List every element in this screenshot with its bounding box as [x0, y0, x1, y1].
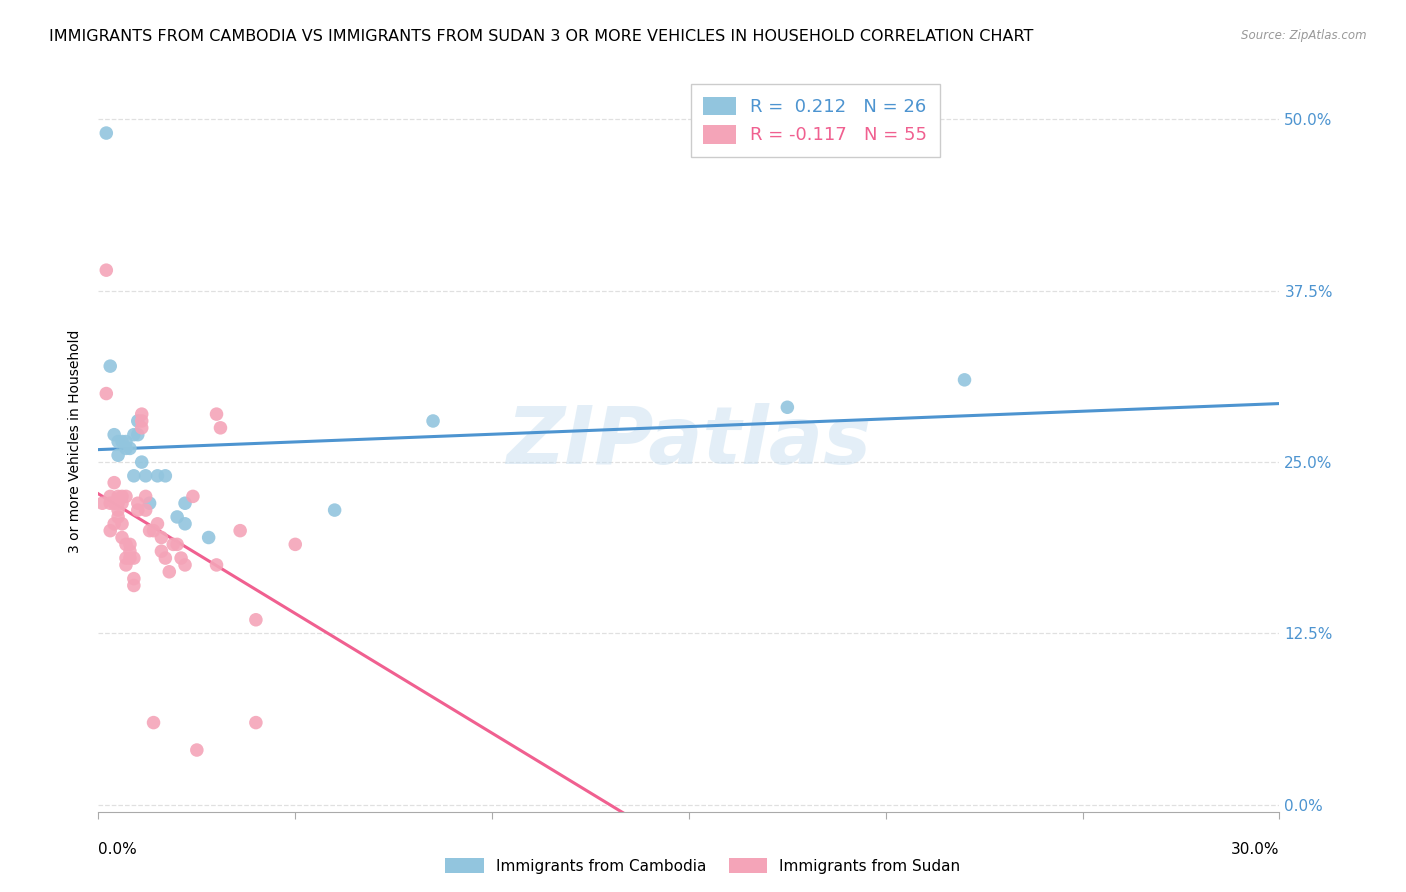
Point [118, 551, 141, 566]
Text: 0.0%: 0.0% [98, 842, 138, 857]
Point [284, 537, 307, 551]
Point [953, 373, 976, 387]
Point [146, 516, 169, 531]
Point [107, 503, 129, 517]
Text: IMMIGRANTS FROM CAMBODIA VS IMMIGRANTS FROM SUDAN 3 OR MORE VEHICLES IN HOUSEHOL: IMMIGRANTS FROM CAMBODIA VS IMMIGRANTS F… [49, 29, 1033, 44]
Point [103, 516, 125, 531]
Point [115, 558, 138, 572]
Y-axis label: 3 or more Vehicles in Household: 3 or more Vehicles in Household [69, 330, 83, 553]
Point [323, 503, 346, 517]
Text: Source: ZipAtlas.com: Source: ZipAtlas.com [1241, 29, 1367, 42]
Point [103, 496, 125, 510]
Point [142, 524, 165, 538]
Point [115, 442, 138, 456]
Point [122, 427, 145, 442]
Point [245, 613, 267, 627]
Point [131, 414, 153, 428]
Point [107, 496, 129, 510]
Point [107, 448, 129, 462]
Point [135, 489, 157, 503]
Point [98, 496, 121, 510]
Point [174, 496, 197, 510]
Point [98, 359, 121, 373]
Point [127, 427, 149, 442]
Text: ZIPatlas: ZIPatlas [506, 402, 872, 481]
Point [107, 434, 129, 449]
Point [142, 715, 165, 730]
Point [131, 421, 153, 435]
Point [245, 715, 267, 730]
Point [111, 531, 134, 545]
Point [127, 496, 149, 510]
Point [155, 551, 177, 566]
Point [96, 386, 118, 401]
Point [166, 537, 188, 551]
Point [166, 510, 188, 524]
Point [135, 503, 157, 517]
Point [107, 489, 129, 503]
Point [118, 442, 141, 456]
Point [111, 516, 134, 531]
Point [91, 496, 114, 510]
Point [131, 455, 153, 469]
Point [111, 489, 134, 503]
Point [197, 531, 219, 545]
Point [138, 524, 160, 538]
Point [103, 475, 125, 490]
Point [186, 743, 208, 757]
Point [205, 558, 228, 572]
Point [122, 468, 145, 483]
Point [118, 544, 141, 558]
Point [162, 537, 184, 551]
Point [122, 578, 145, 592]
Point [146, 468, 169, 483]
Point [111, 496, 134, 510]
Legend: Immigrants from Cambodia, Immigrants from Sudan: Immigrants from Cambodia, Immigrants fro… [439, 852, 967, 880]
Point [422, 414, 444, 428]
Point [118, 537, 141, 551]
Point [122, 551, 145, 566]
Point [150, 544, 173, 558]
Point [135, 468, 157, 483]
Text: 30.0%: 30.0% [1232, 842, 1279, 857]
Point [155, 468, 177, 483]
Point [115, 537, 138, 551]
Point [776, 401, 799, 415]
Point [127, 414, 149, 428]
Point [122, 572, 145, 586]
Point [131, 407, 153, 421]
Point [209, 421, 232, 435]
Point [111, 434, 134, 449]
Point [127, 503, 149, 517]
Point [138, 496, 160, 510]
Point [98, 489, 121, 503]
Point [115, 434, 138, 449]
Point [205, 407, 228, 421]
Point [103, 427, 125, 442]
Point [115, 489, 138, 503]
Point [96, 263, 118, 277]
Point [150, 531, 173, 545]
Point [115, 551, 138, 566]
Point [170, 551, 193, 566]
Point [107, 510, 129, 524]
Point [96, 126, 118, 140]
Point [174, 516, 197, 531]
Legend: R =  0.212   N = 26, R = -0.117   N = 55: R = 0.212 N = 26, R = -0.117 N = 55 [690, 84, 939, 157]
Point [174, 558, 197, 572]
Point [157, 565, 180, 579]
Point [229, 524, 252, 538]
Point [98, 524, 121, 538]
Point [181, 489, 204, 503]
